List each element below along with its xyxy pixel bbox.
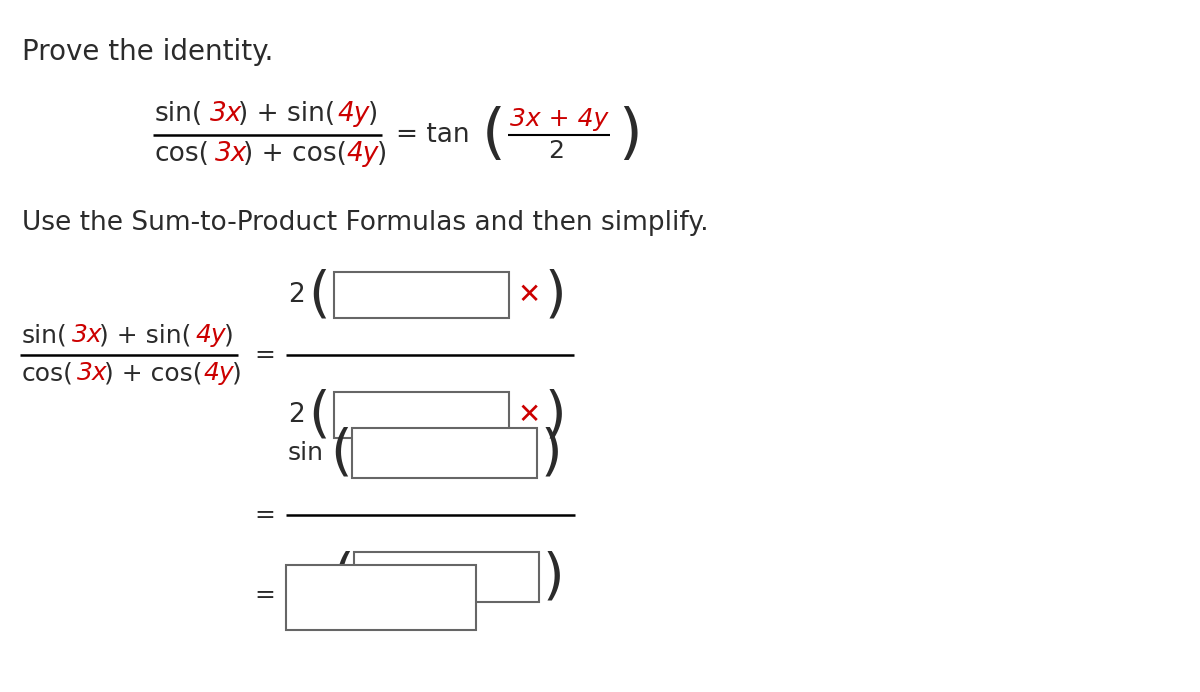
Text: ): ) xyxy=(232,361,241,385)
Text: (: ( xyxy=(308,388,330,442)
Text: (: ( xyxy=(308,268,330,322)
Text: =: = xyxy=(254,343,275,367)
Text: 4y: 4y xyxy=(347,141,379,167)
Text: = tan: = tan xyxy=(396,122,469,148)
Text: (: ( xyxy=(330,426,352,480)
Text: ): ) xyxy=(224,323,234,347)
FancyBboxPatch shape xyxy=(354,552,539,602)
Text: sin: sin xyxy=(288,441,324,465)
Text: ): ) xyxy=(541,426,563,480)
Text: (: ( xyxy=(482,105,506,165)
Text: Use the Sum-to-Product Formulas and then simplify.: Use the Sum-to-Product Formulas and then… xyxy=(22,210,709,236)
Text: ): ) xyxy=(542,550,565,604)
Text: ): ) xyxy=(618,105,642,165)
Text: 3x + 4y: 3x + 4y xyxy=(510,107,608,131)
Text: sin(: sin( xyxy=(22,323,67,347)
Text: =: = xyxy=(254,583,275,607)
Text: ): ) xyxy=(545,268,566,322)
Text: cos(: cos( xyxy=(155,141,210,167)
Text: 2: 2 xyxy=(548,139,564,163)
Text: (: ( xyxy=(332,550,354,604)
Text: ) + cos(: ) + cos( xyxy=(104,361,203,385)
Text: ): ) xyxy=(368,101,378,127)
FancyBboxPatch shape xyxy=(352,428,538,478)
Text: 3x: 3x xyxy=(72,323,103,347)
FancyBboxPatch shape xyxy=(334,272,509,318)
FancyBboxPatch shape xyxy=(334,392,509,438)
Text: cos(: cos( xyxy=(22,361,74,385)
Text: 4y: 4y xyxy=(338,101,371,127)
Text: ✕: ✕ xyxy=(517,401,540,429)
Text: 4y: 4y xyxy=(196,323,227,347)
Text: ): ) xyxy=(377,141,388,167)
Text: 3x: 3x xyxy=(77,361,108,385)
Text: ) + sin(: ) + sin( xyxy=(98,323,191,347)
Text: ): ) xyxy=(545,388,566,442)
Text: 2: 2 xyxy=(288,282,305,308)
Text: ) + cos(: ) + cos( xyxy=(242,141,347,167)
Text: ) + sin(: ) + sin( xyxy=(238,101,335,127)
Text: =: = xyxy=(254,503,275,527)
FancyBboxPatch shape xyxy=(286,565,476,630)
Text: 2: 2 xyxy=(288,402,305,428)
Text: ✕: ✕ xyxy=(517,281,540,309)
Text: 4y: 4y xyxy=(204,361,235,385)
Text: sin(: sin( xyxy=(155,101,203,127)
Text: Prove the identity.: Prove the identity. xyxy=(22,38,274,66)
Text: 3x: 3x xyxy=(215,141,247,167)
Text: cos: cos xyxy=(288,565,330,589)
Text: 3x: 3x xyxy=(210,101,242,127)
